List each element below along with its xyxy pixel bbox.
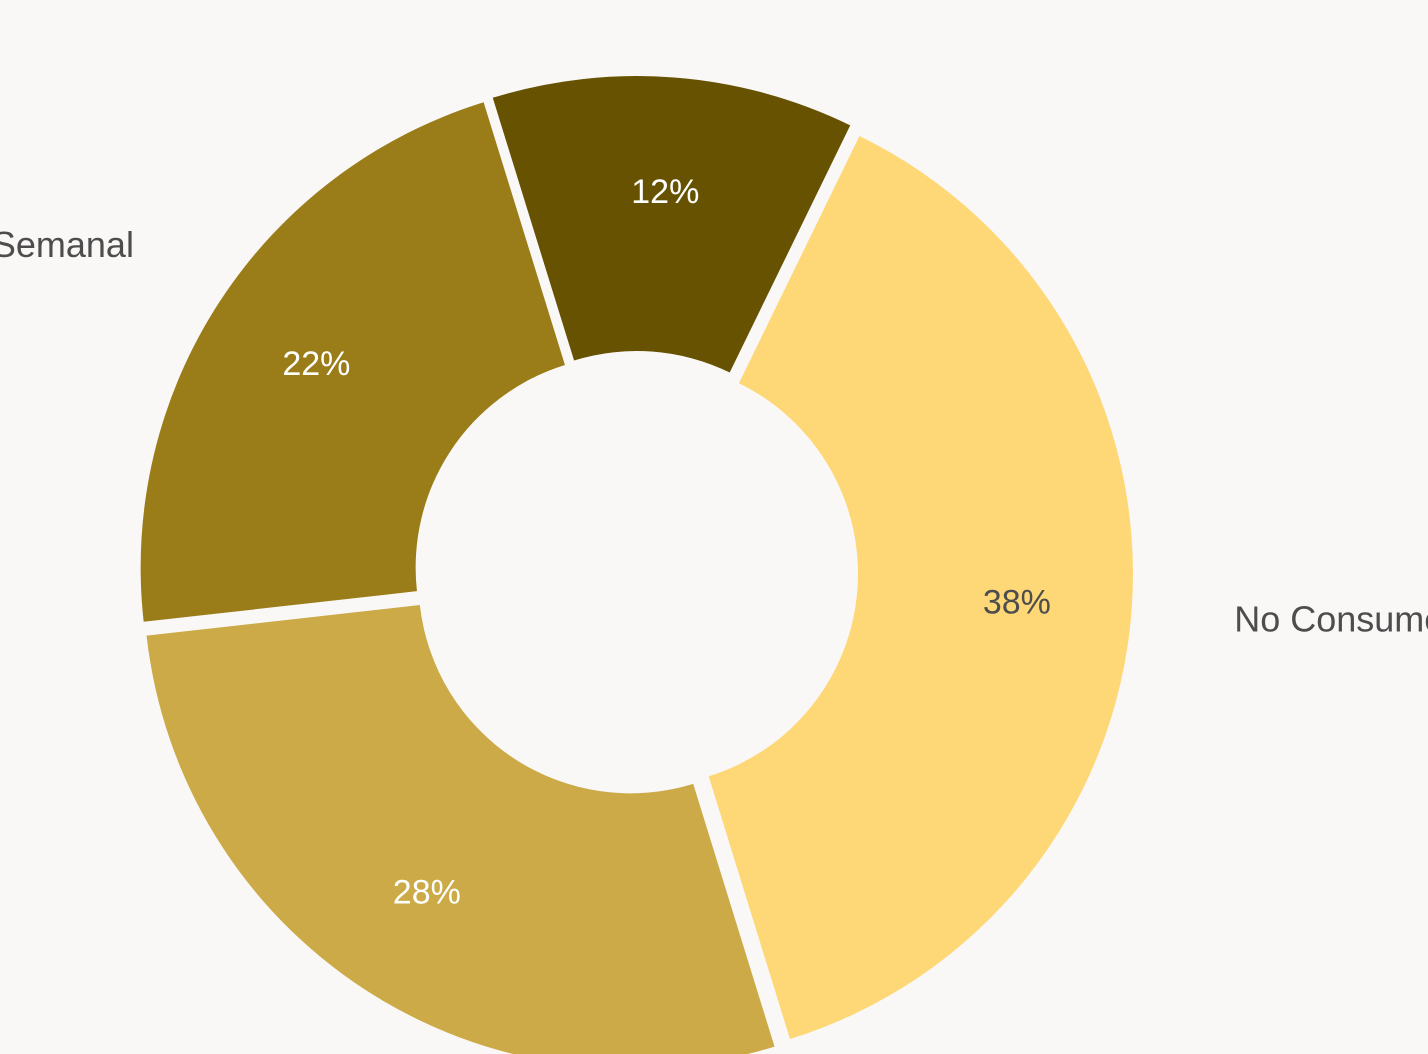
category-label-semanal: Semanal [0,224,134,265]
data-label-diaria: 28% [393,874,461,912]
data-label-no-consume: 38% [983,583,1051,621]
slice-diaria[interactable] [146,604,775,1054]
slice-mensual[interactable] [492,76,851,373]
category-label-no-consume: No Consume [1234,599,1428,640]
slice-semanal[interactable] [140,102,565,622]
data-label-semanal: 22% [282,345,350,383]
slice-no-consume[interactable] [708,136,1133,1039]
data-label-mensual: 12% [631,173,699,211]
